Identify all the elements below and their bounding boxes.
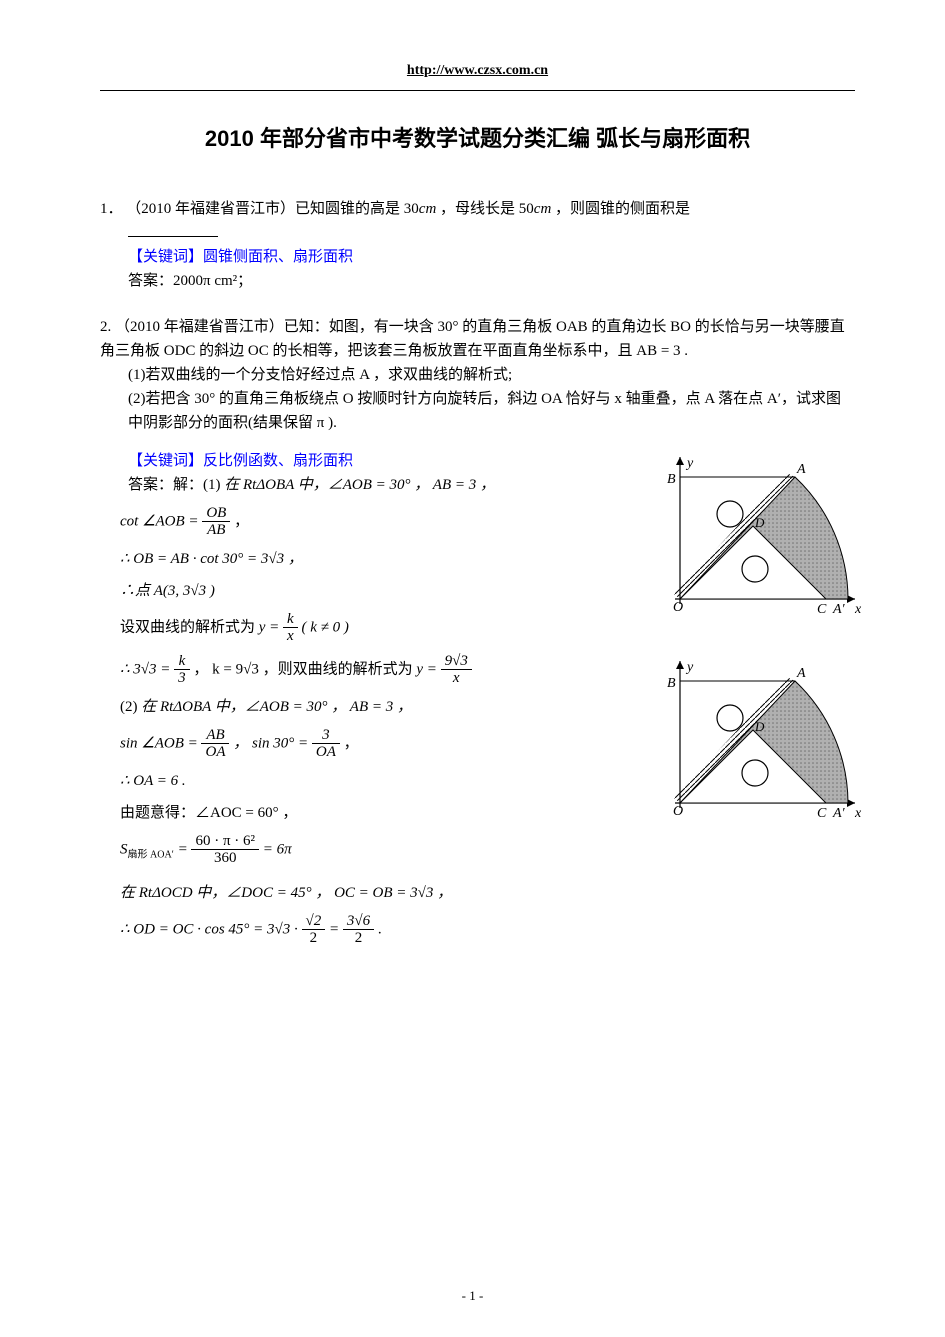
svg-text:D: D bbox=[754, 515, 765, 530]
svg-text:A: A bbox=[796, 666, 806, 681]
lhs: ∴ OD = OC · cos 45° = 3√3 · bbox=[120, 921, 302, 937]
unit: cm bbox=[534, 201, 552, 217]
problem-text: （2010 年福建省晋江市）已知圆锥的高是 30 bbox=[126, 201, 419, 217]
keyword-text: 圆锥侧面积、扇形面积 bbox=[203, 249, 353, 265]
keyword-label: 【关键词】 bbox=[128, 453, 203, 469]
frac-den: 3 bbox=[174, 670, 190, 687]
frac-num: √2 bbox=[302, 913, 326, 931]
answer-blank bbox=[128, 221, 218, 237]
eq-od: ∴ OD = OC · cos 45° = 3√3 · √22 = 3√62 . bbox=[120, 913, 855, 947]
frac-num: 3 bbox=[312, 727, 340, 745]
mid: ， sin 30° = bbox=[233, 735, 312, 751]
frac-num: 3√6 bbox=[343, 913, 374, 931]
rhs: = 6π bbox=[263, 841, 292, 857]
end: . bbox=[378, 921, 382, 937]
frac-den: 2 bbox=[343, 930, 374, 947]
mid: = bbox=[329, 921, 343, 937]
problem-number: 2. bbox=[100, 319, 111, 335]
lhs: ∴ 3√3 = bbox=[120, 661, 174, 677]
text: 在 RtΔOBA 中，∠AOB = 30° ， AB = 3 ， bbox=[141, 699, 412, 715]
cond: ( k ≠ 0 ) bbox=[301, 619, 348, 635]
sol-line: 在 RtΔOBA 中，∠AOB = 30° ， AB = 3 ， bbox=[224, 477, 495, 493]
svg-text:B: B bbox=[667, 676, 676, 691]
problem-text: ，则圆锥的侧面积是 bbox=[551, 201, 690, 217]
lhs: sin ∠AOB = bbox=[120, 735, 201, 751]
svg-text:A: A bbox=[796, 462, 806, 477]
frac-den: x bbox=[283, 628, 298, 645]
S: S bbox=[120, 841, 128, 857]
frac-den: x bbox=[441, 670, 472, 687]
svg-text:y: y bbox=[685, 660, 694, 675]
svg-text:O: O bbox=[673, 804, 683, 819]
page-title: 2010 年部分省市中考数学试题分类汇编 弧长与扇形面积 bbox=[100, 121, 855, 156]
frac-num: k bbox=[283, 611, 298, 629]
eq: y = bbox=[259, 619, 283, 635]
solution-block-2: O y x B A C A′ D ∴ 3√3 = k3 ， k = 9√3 ，则… bbox=[100, 653, 855, 867]
part-2: (2)若把含 30° 的直角三角板绕点 O 按顺时针方向旋转后，斜边 OA 恰好… bbox=[128, 387, 855, 435]
divider bbox=[100, 90, 855, 91]
frac-num: AB bbox=[201, 727, 229, 745]
frac-den: OA bbox=[312, 744, 340, 761]
page-number: - 1 - bbox=[0, 1286, 945, 1307]
figure-1: O y x B A C A′ D bbox=[655, 449, 865, 637]
svg-text:x: x bbox=[854, 806, 862, 821]
mid: ， k = 9√3 ，则双曲线的解析式为 bbox=[193, 661, 416, 677]
frac-den: 2 bbox=[302, 930, 326, 947]
svg-text:C: C bbox=[817, 602, 827, 617]
frac-num: 9√3 bbox=[441, 653, 472, 671]
svg-text:y: y bbox=[685, 456, 694, 471]
eq-ocd: 在 RtΔOCD 中，∠DOC = 45° ， OC = OB = 3√3 ， bbox=[120, 881, 855, 905]
label: (2) bbox=[120, 699, 138, 715]
problem-number: 1． bbox=[100, 201, 123, 217]
end: ， bbox=[344, 735, 359, 751]
frac-den: AB bbox=[202, 522, 230, 539]
eq-lhs: cot ∠AOB = bbox=[120, 513, 202, 529]
frac-num: OB bbox=[202, 505, 230, 523]
answer-value: 2000π cm²； bbox=[173, 273, 252, 289]
eq: = bbox=[178, 841, 192, 857]
answer-label: 答案： bbox=[128, 273, 173, 289]
svg-text:A′: A′ bbox=[832, 602, 846, 617]
keyword-text: 反比例函数、扇形面积 bbox=[203, 453, 353, 469]
unit: cm bbox=[419, 201, 437, 217]
frac-num: 60 · π · 6² bbox=[191, 833, 259, 851]
sub: 扇形 AOA′ bbox=[128, 849, 174, 860]
problem-2: 2. （2010 年福建省晋江市）已知：如图，有一块含 30° 的直角三角板 O… bbox=[100, 315, 855, 947]
problem-1: 1． （2010 年福建省晋江市）已知圆锥的高是 30cm ，母线长是 50cm… bbox=[100, 197, 855, 293]
svg-text:A′: A′ bbox=[832, 806, 846, 821]
svg-text:C: C bbox=[817, 806, 827, 821]
frac-den: OA bbox=[201, 744, 229, 761]
figure-2: O y x B A C A′ D bbox=[655, 653, 865, 841]
keyword-label: 【关键词】 bbox=[128, 249, 203, 265]
solution-label: 答案：解：(1) bbox=[128, 477, 221, 493]
solution-block-1: O y x B A C A′ D 【关键词】反比例函数、扇形面积 答案：解：(1… bbox=[100, 449, 855, 645]
svg-text:O: O bbox=[673, 600, 683, 615]
svg-text:D: D bbox=[754, 719, 765, 734]
problem-text: ，母线长是 50 bbox=[436, 201, 534, 217]
frac-den: 360 bbox=[191, 850, 259, 867]
frac-num: k bbox=[174, 653, 190, 671]
header-url: http://www.czsx.com.cn bbox=[100, 60, 855, 82]
svg-text:B: B bbox=[667, 472, 676, 487]
part-1: (1)若双曲线的一个分支恰好经过点 A ，求双曲线的解析式; bbox=[128, 363, 855, 387]
text: 设双曲线的解析式为 bbox=[120, 619, 259, 635]
eq: y = bbox=[416, 661, 440, 677]
problem-text: （2010 年福建省晋江市）已知：如图，有一块含 30° 的直角三角板 OAB … bbox=[100, 319, 845, 359]
svg-text:x: x bbox=[854, 602, 862, 617]
